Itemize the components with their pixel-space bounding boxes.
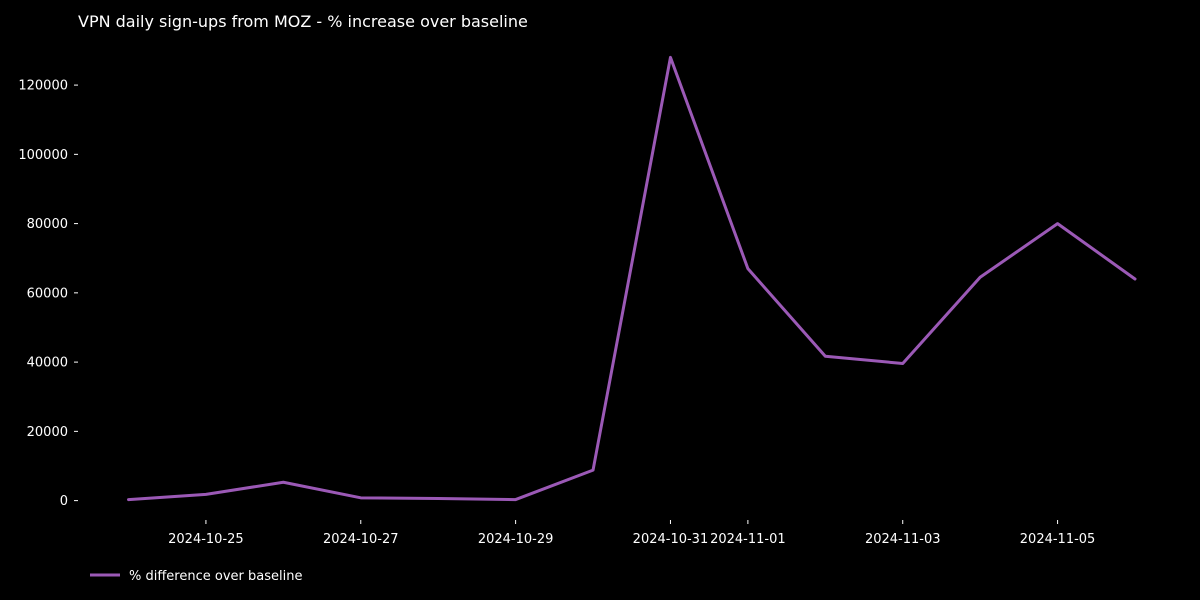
- x-tick-label: 2024-10-27: [323, 532, 399, 547]
- x-axis: 2024-10-25 2024-10-27 2024-10-29 2024-10-31…: [168, 520, 1095, 547]
- y-tick-label: 120000: [18, 79, 68, 94]
- x-tick-label: 2024-10-29: [478, 532, 554, 547]
- legend-label: % difference over baseline: [129, 569, 302, 584]
- y-tick-label: 80000: [27, 217, 68, 232]
- plot-area: [127, 55, 1137, 502]
- y-tick-label: 60000: [27, 286, 68, 301]
- legend: % difference over baseline: [90, 569, 302, 584]
- series-line: [127, 55, 1137, 502]
- x-tick-label: 2024-11-03: [865, 532, 941, 547]
- x-tick-label: 2024-11-05: [1020, 532, 1096, 547]
- x-tick-label: 2024-10-25: [168, 532, 244, 547]
- y-tick-label: 40000: [27, 356, 68, 371]
- y-tick-label: 20000: [27, 425, 68, 440]
- y-tick-label: 100000: [18, 148, 68, 163]
- x-tick-label: 2024-10-31: [633, 532, 709, 547]
- y-tick-label: 0: [60, 494, 68, 509]
- x-tick-label: 2024-11-01: [710, 532, 786, 547]
- chart-title: VPN daily sign-ups from MOZ - % increase…: [78, 12, 528, 31]
- y-axis: 0 20000 40000 60000 80000 100000 120000: [18, 79, 78, 509]
